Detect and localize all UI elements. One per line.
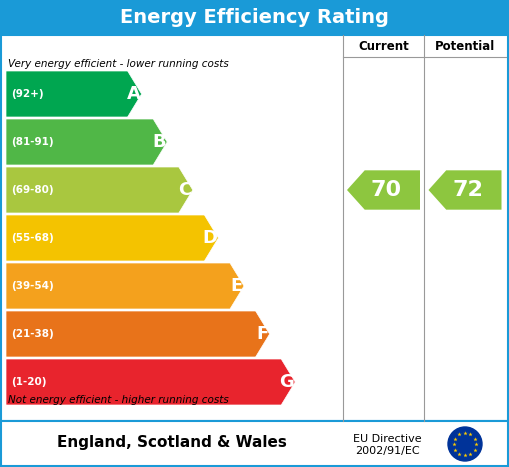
Polygon shape (6, 311, 270, 357)
Text: C: C (179, 181, 192, 199)
Text: (81-91): (81-91) (11, 137, 53, 147)
Polygon shape (6, 167, 193, 213)
Text: F: F (257, 325, 269, 343)
Polygon shape (347, 170, 420, 210)
Text: Current: Current (358, 40, 409, 52)
Text: (55-68): (55-68) (11, 233, 54, 243)
Polygon shape (6, 359, 295, 405)
Bar (1, 35, 508, 421)
Circle shape (448, 427, 482, 461)
Text: (39-54): (39-54) (11, 281, 54, 291)
Polygon shape (429, 170, 501, 210)
Text: Very energy efficient - lower running costs: Very energy efficient - lower running co… (8, 59, 229, 69)
Text: 2002/91/EC: 2002/91/EC (355, 446, 420, 456)
Text: (1-20): (1-20) (11, 377, 46, 387)
Text: D: D (203, 229, 217, 247)
Bar (1, 421, 508, 466)
Polygon shape (6, 119, 167, 165)
Text: (21-38): (21-38) (11, 329, 54, 339)
Polygon shape (6, 215, 218, 261)
Bar (0, 0, 509, 35)
Polygon shape (6, 71, 142, 117)
Text: Not energy efficient - higher running costs: Not energy efficient - higher running co… (8, 395, 229, 405)
Text: A: A (127, 85, 140, 103)
Text: (69-80): (69-80) (11, 185, 53, 195)
Text: Energy Efficiency Rating: Energy Efficiency Rating (120, 8, 389, 27)
Text: EU Directive: EU Directive (353, 434, 422, 444)
Text: 70: 70 (371, 180, 402, 200)
Polygon shape (6, 263, 244, 309)
Text: (92+): (92+) (11, 89, 44, 99)
Text: 72: 72 (452, 180, 483, 200)
Text: B: B (153, 133, 166, 151)
Text: E: E (231, 277, 243, 295)
Text: England, Scotland & Wales: England, Scotland & Wales (56, 436, 287, 451)
Text: G: G (279, 373, 294, 391)
Text: Potential: Potential (435, 40, 495, 52)
